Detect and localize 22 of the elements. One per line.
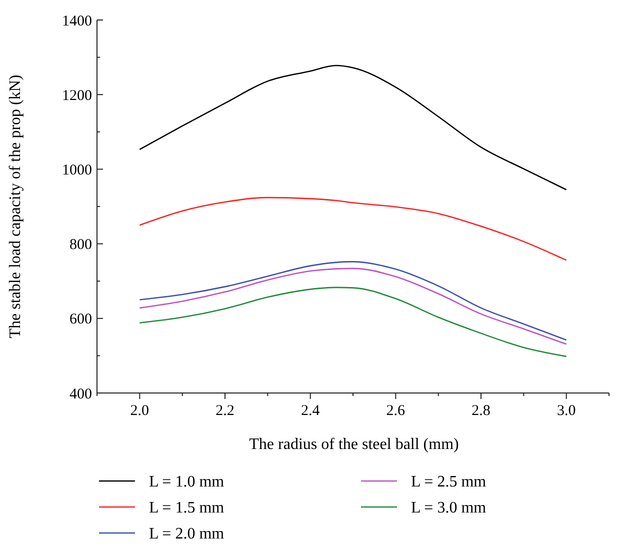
x-tick-label: 2.8 [472,403,490,419]
y-tick-label: 400 [70,386,92,402]
legend-label: L = 1.5 mm [149,500,225,517]
x-tick-label: 2.4 [300,403,320,419]
x-tick-label: 2.2 [216,403,234,419]
legend-label: L = 3.0 mm [411,500,487,517]
line-series [139,196,567,261]
x-tick-label: 2.0 [130,403,150,419]
y-tick-label: 600 [70,312,92,328]
y-tick-label: 800 [70,237,92,254]
y-tick-label: 1000 [62,162,92,178]
legend-label: L = 1.0 mm [149,474,225,491]
legend-label: L = 2.0 mm [149,526,225,543]
y-tick-label: 1200 [62,88,92,104]
x-tick-label: 3.0 [556,403,576,419]
x-tick-label: 2.6 [386,403,406,419]
legend-label: L = 2.5 mm [411,474,487,491]
y-axis-title: The stable load capacity of the prop (kN) [7,74,24,338]
x-axis-title: The radius of the steel ball (mm) [249,436,459,453]
y-tick-label: 1400 [62,13,92,30]
line-series [139,286,567,358]
line-series [139,64,567,190]
